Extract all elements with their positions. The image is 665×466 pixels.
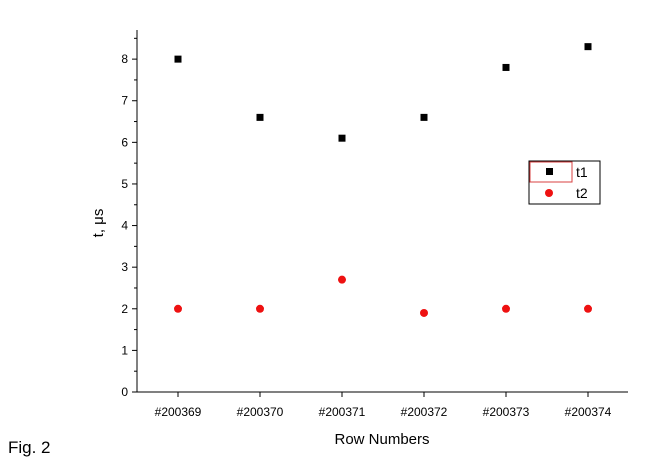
y-axis-label: t, μs — [90, 209, 107, 238]
data-point-t1 — [174, 55, 182, 63]
y-tick-label: 7 — [121, 94, 128, 108]
data-point-t1 — [502, 63, 510, 71]
data-point-t1 — [338, 134, 346, 142]
y-axis-ticks: 0 1 2 3 4 5 6 7 8 — [121, 37, 137, 399]
data-point-t1 — [420, 113, 428, 121]
y-tick-label: 8 — [121, 52, 128, 66]
x-tick-label: #200374 — [565, 405, 612, 419]
data-point-t2 — [584, 304, 592, 313]
data-point-t2 — [174, 304, 182, 313]
y-tick-label: 1 — [121, 343, 128, 357]
data-point-t2 — [338, 275, 346, 284]
legend-marker-t1 — [546, 168, 553, 175]
data-point-t2 — [256, 304, 264, 313]
legend-marker-t2 — [545, 189, 553, 197]
y-tick-label: 6 — [121, 135, 128, 149]
x-tick-label: #200373 — [483, 405, 530, 419]
y-tick-label: 5 — [121, 177, 128, 191]
x-tick-label: #200369 — [155, 405, 202, 419]
legend-label-t2: t2 — [576, 185, 588, 201]
x-axis-label: Row Numbers — [334, 431, 429, 448]
axes — [136, 30, 628, 393]
x-tick-label: #200371 — [319, 405, 366, 419]
y-tick-label: 2 — [121, 302, 128, 316]
x-tick-label: #200372 — [401, 405, 448, 419]
legend: t1 t2 — [528, 160, 601, 205]
y-tick-label: 3 — [121, 260, 128, 274]
legend-label-t1: t1 — [576, 164, 588, 180]
figure-caption: Fig. 2 — [8, 438, 51, 457]
legend-highlight — [529, 161, 573, 183]
data-point-t1 — [256, 113, 264, 121]
x-axis-ticks: #200369 #200370 #200371 #200372 #200373 #2003… — [155, 392, 612, 419]
x-tick-label: #200370 — [237, 405, 284, 419]
data-point-t2 — [502, 304, 510, 313]
data-point-t1 — [584, 43, 592, 51]
y-tick-label: 4 — [121, 219, 128, 233]
data-point-t2 — [420, 308, 428, 317]
data-points — [174, 43, 592, 317]
y-tick-label: 0 — [121, 385, 128, 399]
